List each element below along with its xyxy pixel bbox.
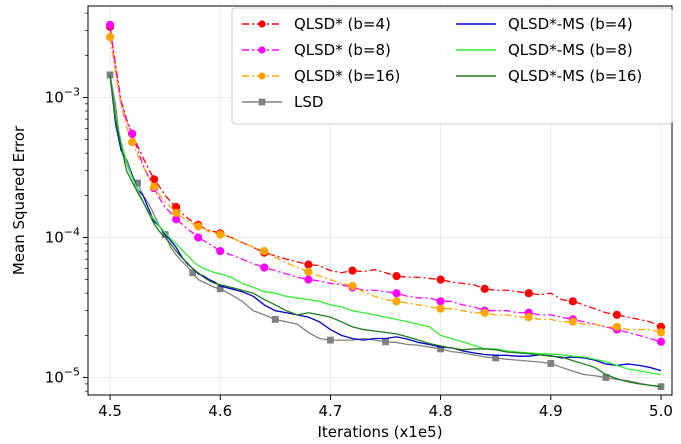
data-point [127, 137, 137, 147]
data-point [327, 336, 334, 344]
data-point [392, 271, 401, 281]
data-point [480, 308, 489, 317]
series-3 [106, 71, 665, 391]
legend-marker [258, 46, 266, 54]
x-tick-label: 4.8 [429, 402, 453, 420]
legend-label: QLSD* (b=4) [294, 15, 391, 33]
series-line [109, 24, 662, 343]
data-point [392, 297, 401, 306]
data-point [656, 328, 666, 337]
data-point [304, 260, 313, 269]
data-point [271, 316, 279, 323]
data-point [547, 360, 555, 367]
series-5 [109, 74, 662, 376]
data-point [105, 20, 115, 29]
legend-marker [258, 98, 266, 106]
data-point [260, 246, 269, 256]
data-point [437, 345, 445, 353]
y-tick-label: 10−3 [45, 85, 80, 106]
legend-item: QLSD*-MS (b=8) [456, 41, 633, 59]
legend-marker [258, 20, 266, 28]
data-point [150, 182, 159, 191]
series-line [109, 74, 662, 376]
legend-label: QLSD*-MS (b=8) [508, 41, 633, 59]
data-point [568, 297, 577, 306]
data-point [194, 233, 203, 242]
data-point [172, 208, 181, 217]
plot-frame [87, 5, 673, 396]
x-tick-label: 4.7 [318, 402, 342, 420]
legend-item: QLSD* (b=16) [242, 67, 400, 85]
data-point [436, 275, 445, 284]
axes: 4.5 4.6 4.7 4.8 4.9 5.0 10−5 10−4 10−3 [45, 12, 673, 420]
data-point [612, 310, 622, 319]
data-point [105, 32, 115, 42]
data-point [568, 317, 577, 326]
legend-item: QLSD* (b=4) [242, 15, 391, 33]
data-point [602, 374, 610, 381]
data-point [348, 266, 357, 275]
data-point [524, 289, 533, 298]
data-point [436, 304, 445, 313]
x-tick-label: 4.9 [539, 402, 563, 420]
series-line [109, 74, 662, 388]
data-point [304, 267, 313, 276]
legend-item: QLSD*-MS (b=4) [456, 15, 633, 33]
data-point [656, 337, 666, 346]
data-point [304, 275, 313, 284]
data-point [524, 313, 533, 322]
series-line [109, 36, 662, 334]
legend-label: QLSD*-MS (b=4) [508, 15, 633, 33]
legend-label: LSD [294, 93, 323, 111]
series-2 [105, 32, 666, 337]
legend-item: LSD [242, 93, 323, 111]
legend-item: QLSD* (b=8) [242, 41, 391, 59]
legend-label: QLSD* (b=8) [294, 41, 391, 59]
y-axis-label: Mean Squared Error [10, 125, 28, 275]
data-point [492, 354, 500, 362]
legend-label: QLSD* (b=16) [294, 67, 400, 85]
data-point [480, 284, 489, 293]
legend-box [231, 7, 673, 125]
legend-marker [258, 72, 266, 80]
data-point [216, 285, 224, 293]
data-point [436, 297, 445, 306]
data-point [216, 230, 225, 239]
x-tick-label: 5.0 [649, 402, 673, 420]
data-point [657, 383, 665, 391]
y-tick-label: 10−4 [45, 225, 80, 246]
series-6 [109, 74, 662, 388]
data-point [348, 281, 357, 291]
data-point [260, 263, 269, 272]
legend-label: QLSD*-MS (b=16) [508, 67, 642, 85]
data-point [382, 338, 389, 346]
data-point [194, 222, 203, 231]
x-tick-label: 4.5 [98, 402, 122, 420]
data-point [392, 289, 401, 298]
x-tick-label: 4.6 [208, 402, 232, 420]
legend-item: QLSD*-MS (b=16) [456, 67, 642, 85]
data-point [216, 246, 225, 256]
data-point [106, 71, 114, 79]
legend: QLSD* (b=4) QLSD* (b=8) QLSD* (b=16) LSD QLS… [231, 7, 673, 125]
data-point [189, 269, 197, 277]
data-point [612, 322, 622, 331]
series-layer [105, 20, 666, 391]
data-point [134, 179, 141, 187]
series-line [109, 26, 662, 328]
y-tick-label: 10−5 [45, 366, 80, 387]
x-axis-label: Iterations (x1e5) [317, 423, 442, 441]
